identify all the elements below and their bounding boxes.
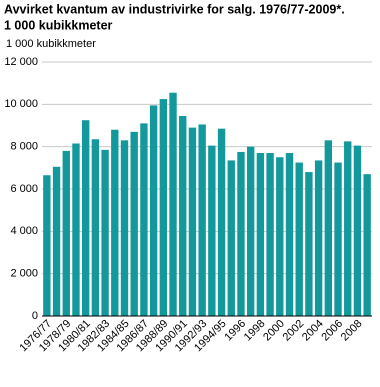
bar <box>237 151 245 316</box>
x-tick-label: 2004 <box>300 318 326 344</box>
y-tick-label: 6 000 <box>10 183 38 195</box>
bar <box>208 145 216 316</box>
bar <box>227 160 235 316</box>
bar <box>217 128 226 316</box>
bar <box>81 120 90 316</box>
bar <box>101 149 109 316</box>
bar <box>43 175 51 316</box>
y-tick-label: 2 000 <box>10 268 38 280</box>
bar <box>314 160 323 316</box>
x-tick-label: 2008 <box>339 318 365 344</box>
bar <box>295 162 303 316</box>
bar <box>91 139 100 316</box>
y-axis-label: 1 000 kubikkmeter <box>6 38 96 50</box>
bar <box>179 115 187 316</box>
bar <box>130 131 138 316</box>
bar <box>140 123 148 316</box>
bar <box>72 143 80 316</box>
bar <box>198 124 206 316</box>
bar <box>169 92 177 316</box>
bar <box>324 140 333 316</box>
bar <box>334 162 342 316</box>
chart-title: Avvirket kvantum av industrivirke for sa… <box>4 2 345 16</box>
bar <box>52 166 61 316</box>
bar <box>120 140 129 316</box>
bar <box>266 153 274 316</box>
x-tick-label: 1996 <box>222 318 248 344</box>
bar <box>256 153 265 316</box>
bar <box>246 146 255 316</box>
x-tick-label: 1998 <box>242 318 268 344</box>
chart-subtitle: 1 000 kubikkmeter <box>4 18 113 32</box>
y-tick-label: 12 000 <box>4 56 38 68</box>
y-tick-label: 8 000 <box>10 141 38 153</box>
x-tick-label: 2002 <box>281 318 307 344</box>
bar <box>159 99 168 317</box>
x-tick-label: 2000 <box>261 318 287 344</box>
bar <box>344 141 352 316</box>
bar <box>276 157 284 316</box>
y-tick-label: 10 000 <box>4 98 38 110</box>
bar <box>353 145 362 316</box>
bar <box>305 172 313 316</box>
bar <box>111 129 119 316</box>
bar <box>188 127 197 316</box>
y-tick-label: 0 <box>32 310 38 322</box>
bar <box>62 150 70 316</box>
bar <box>149 105 158 317</box>
y-tick-label: 4 000 <box>10 225 38 237</box>
bar <box>363 174 371 316</box>
x-tick-label: 2006 <box>319 318 345 344</box>
bar <box>285 153 294 316</box>
